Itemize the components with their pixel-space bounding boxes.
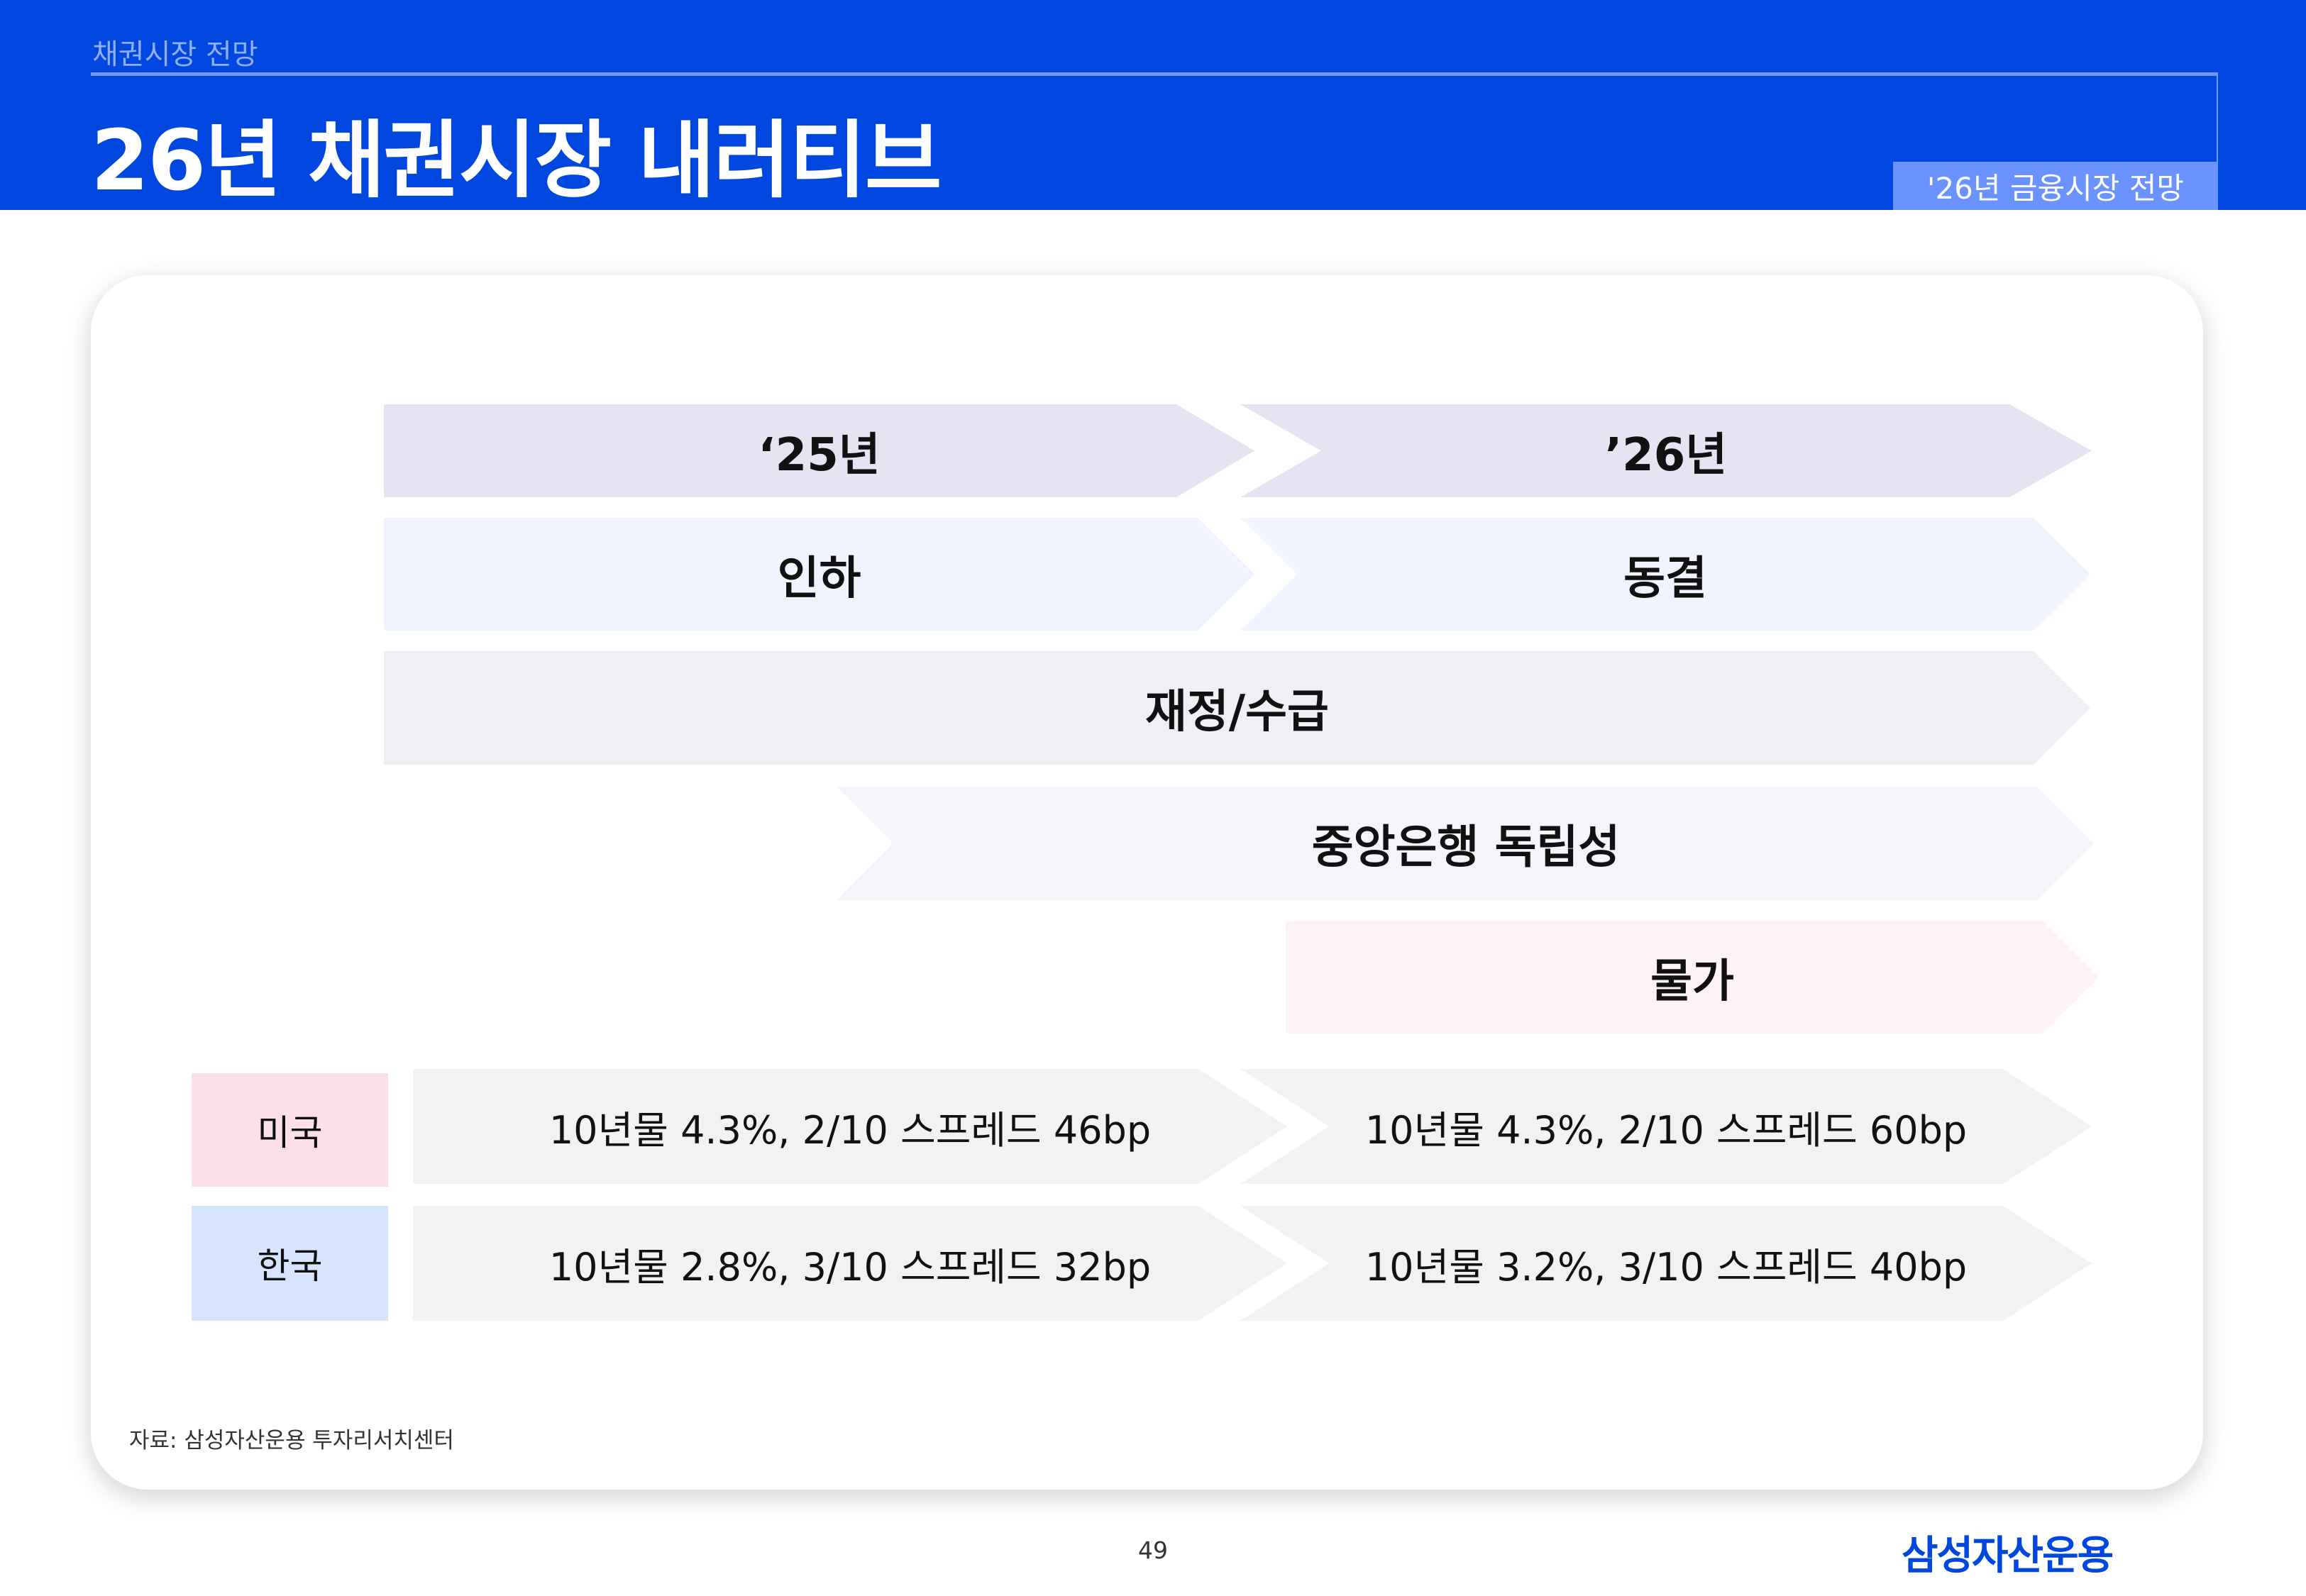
year-2025-arrow: ‘25년 [384,404,1254,497]
central-bank-label: 중앙은행 독립성 [1311,821,1621,874]
us-2026-arrow: 10년물 4.3%, 2/10 스프레드 60bp [1240,1069,2092,1184]
policy-2026-label: 동결 [1623,552,1707,605]
korea-2026-text: 10년물 3.2%, 3/10 스프레드 40bp [1364,1244,1968,1290]
company-logo: 삼성자산운용 [1902,1533,2114,1579]
policy-2026-arrow: 동결 [1240,518,2090,631]
source-note: 자료: 삼성자산운용 투자리서치센터 [129,1428,454,1453]
fiscal-label: 재정/수급 [1145,686,1329,738]
year-2025-label: ‘25년 [758,428,881,482]
korea-2025-arrow: 10년물 2.8%, 3/10 스프레드 32bp [413,1206,1287,1321]
policy-2025-label: 인하 [777,552,861,605]
year-2026-arrow: ’26년 [1240,404,2092,497]
us-2025-text: 10년물 4.3%, 2/10 스프레드 46bp [548,1107,1152,1153]
fiscal-arrow: 재정/수급 [384,651,2090,765]
year-2026-label: ’26년 [1604,428,1728,482]
country-label-text: 미국 [257,1112,323,1153]
korea-2026-arrow: 10년물 3.2%, 3/10 스프레드 40bp [1240,1206,2092,1321]
country-label-text: 한국 [257,1246,323,1287]
report-tag: '26년 금융시장 전망 [1893,162,2218,210]
policy-2025-arrow: 인하 [384,518,1254,631]
inflation-arrow: 물가 [1286,921,2099,1033]
page-title: 26년 채권시장 내러티브 [91,111,942,209]
central-bank-arrow: 중앙은행 독립성 [837,787,2095,900]
section-label: 채권시장 전망 [92,38,258,71]
header-divider-vertical [2217,72,2218,163]
us-2025-arrow: 10년물 4.3%, 2/10 스프레드 46bp [413,1069,1287,1184]
korea-2025-text: 10년물 2.8%, 3/10 스프레드 32bp [548,1244,1152,1290]
us-2026-text: 10년물 4.3%, 2/10 스프레드 60bp [1364,1107,1968,1153]
inflation-label: 물가 [1650,955,1734,1008]
country-label-korea: 한국 [192,1206,388,1321]
page-number: 49 [1138,1536,1168,1564]
country-label-us: 미국 [192,1073,388,1187]
header-divider [91,72,2218,76]
